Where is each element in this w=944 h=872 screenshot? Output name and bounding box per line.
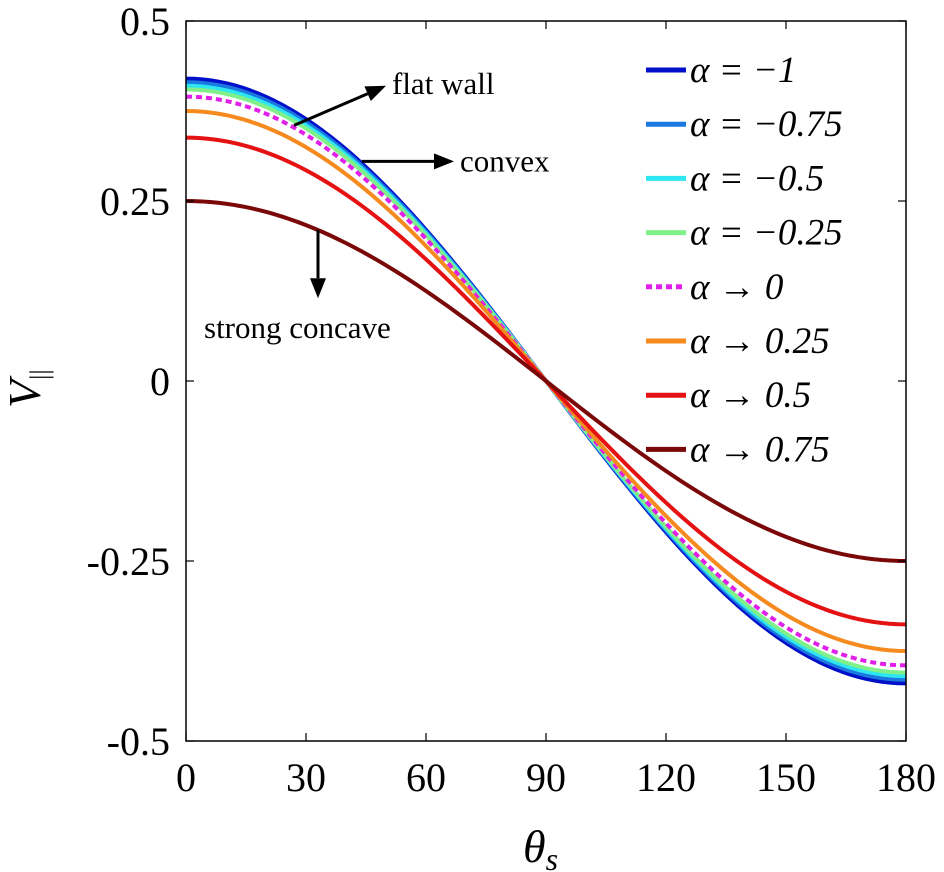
annotation-arrow-shaft (293, 92, 369, 127)
legend-label: α → 0.25 (690, 321, 830, 362)
x-tick-label: 0 (176, 755, 196, 800)
legend-label: α = −0.25 (690, 213, 843, 254)
y-tick-label: 0 (150, 359, 170, 404)
y-tick-label: -0.5 (107, 719, 170, 764)
legend-label: α → 0.75 (690, 429, 830, 470)
y-axis-title-main: V (0, 375, 50, 408)
y-axis-title: V|| (0, 369, 54, 408)
legend-label: α = −1 (690, 50, 796, 91)
x-tick-label: 150 (756, 755, 816, 800)
x-axis-title-main: θ (523, 821, 546, 872)
legend-label: α = −0.5 (690, 158, 824, 199)
annotation-arrow-head (310, 278, 326, 299)
legend: α = −1 α = −0.75 α = −0.5 α = −0.25 α → 0 α →… (646, 50, 843, 470)
annotation-arrow-head (364, 85, 386, 102)
y-axis-title-sub: || (25, 369, 54, 379)
x-tick-label: 90 (526, 755, 566, 800)
x-axis-title: θs (523, 821, 558, 872)
x-tick-label: 60 (406, 755, 446, 800)
x-axis-title-sub: s (546, 841, 558, 872)
x-tick-label: 30 (286, 755, 326, 800)
axis-ticks: 0 30 60 90 120 150 180 0.5 0.25 0 -0.25 -0.5 (87, 0, 936, 800)
annotation-label: flat wall (392, 66, 494, 101)
annotation-label: convex (460, 143, 550, 178)
legend-label: α → 0 (690, 267, 784, 308)
annotations: flat wall convex strong concave (204, 66, 550, 345)
series-line-8 (185, 199, 907, 563)
y-tick-label: -0.25 (87, 539, 170, 584)
x-tick-label: 120 (636, 755, 696, 800)
legend-label: α → 0.5 (690, 375, 811, 416)
annotation-label: strong concave (204, 310, 391, 345)
legend-label: α = −0.75 (690, 104, 843, 145)
x-tick-label: 180 (876, 755, 936, 800)
annotation-arrow-head (434, 153, 454, 170)
y-tick-label: 0.5 (120, 0, 170, 44)
y-tick-label: 0.25 (100, 179, 170, 224)
